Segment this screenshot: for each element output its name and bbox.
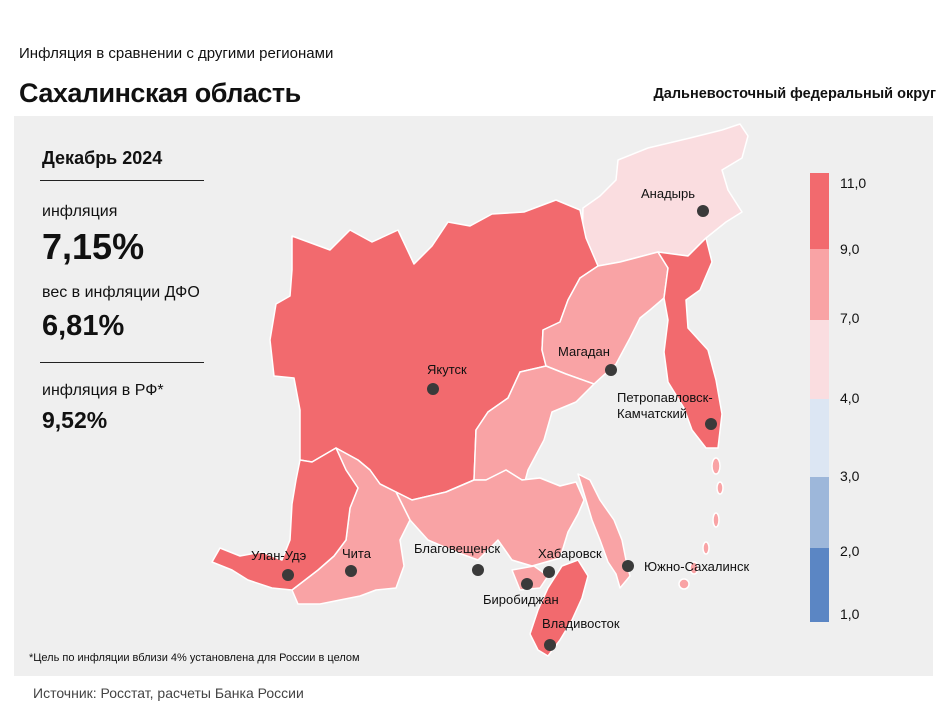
city-label-blagoveshchensk: Благовещенск — [414, 541, 500, 556]
legend-band-9-11 — [810, 173, 829, 249]
legend-tick: 2,0 — [840, 543, 860, 559]
inflation-value: 7,15% — [42, 226, 145, 267]
city-marker-petropavlovsk — [705, 418, 717, 430]
divider-top — [40, 180, 204, 181]
city-label-yuzhno-sakhalinsk: Южно-Сахалинск — [644, 559, 749, 574]
chart-subtitle: Инфляция в сравнении с другими регионами — [19, 45, 334, 62]
region-kamchatka — [657, 237, 723, 449]
district-label: Дальневосточный федеральный округ — [653, 86, 936, 102]
city-marker-ulan-ude — [282, 569, 294, 581]
legend-tick: 11,0 — [840, 175, 866, 191]
region-sakhalin — [577, 473, 631, 589]
city-label-kamchatsky: Камчатский — [617, 406, 687, 421]
legend-band-1-2 — [810, 548, 829, 622]
weight-value: 6,81% — [42, 310, 125, 342]
region-buryatia — [211, 447, 359, 591]
city-marker-blagoveshchensk — [472, 564, 484, 576]
legend-band-2-3 — [810, 477, 829, 548]
city-label-petropavlovsk: Петропавловск- — [617, 390, 713, 405]
inflation-label: инфляция — [42, 203, 118, 220]
source-note: Источник: Росстат, расчеты Банка России — [33, 685, 304, 701]
city-label-chita: Чита — [342, 546, 372, 561]
legend-tick: 1,0 — [840, 606, 860, 622]
kuril-islands — [678, 457, 724, 590]
city-marker-chita — [345, 565, 357, 577]
city-marker-magadan — [605, 364, 617, 376]
city-label-yakutsk: Якутск — [427, 362, 467, 377]
city-label-ulan-ude: Улан-Удэ — [251, 548, 307, 563]
region-amur — [395, 469, 585, 567]
city-marker-anadyr — [697, 205, 709, 217]
city-marker-yuzhno-sakhalinsk — [622, 560, 634, 572]
legend-tick: 4,0 — [840, 390, 860, 406]
rf-inflation-value: 9,52% — [42, 407, 108, 433]
page-title: Сахалинская область — [19, 78, 301, 108]
color-legend: 11,0 9,0 7,0 4,0 3,0 2,0 1,0 — [810, 173, 866, 622]
city-label-magadan: Магадан — [558, 344, 610, 359]
period-label: Декабрь 2024 — [42, 148, 163, 168]
legend-band-3-4 — [810, 399, 829, 477]
city-marker-vladivostok — [544, 639, 556, 651]
legend-tick: 7,0 — [840, 310, 860, 326]
city-label-vladivostok: Владивосток — [542, 616, 620, 631]
divider-bottom — [40, 362, 204, 363]
city-marker-khabarovsk — [543, 566, 555, 578]
rf-inflation-label: инфляция в РФ* — [42, 382, 164, 399]
city-label-khabarovsk: Хабаровск — [538, 546, 602, 561]
weight-label: вес в инфляции ДФО — [42, 284, 200, 301]
city-label-birobidzhan: Биробиджан — [483, 592, 559, 607]
city-marker-yakutsk — [427, 383, 439, 395]
city-markers — [282, 205, 717, 651]
legend-tick: 3,0 — [840, 468, 860, 484]
legend-band-4-7 — [810, 320, 829, 399]
legend-tick: 9,0 — [840, 241, 860, 257]
city-marker-birobidzhan — [521, 578, 533, 590]
city-label-anadyr: Анадырь — [641, 186, 695, 201]
footnote: *Цель по инфляции вблизи 4% установлена … — [29, 652, 360, 664]
legend-band-7-9 — [810, 249, 829, 320]
